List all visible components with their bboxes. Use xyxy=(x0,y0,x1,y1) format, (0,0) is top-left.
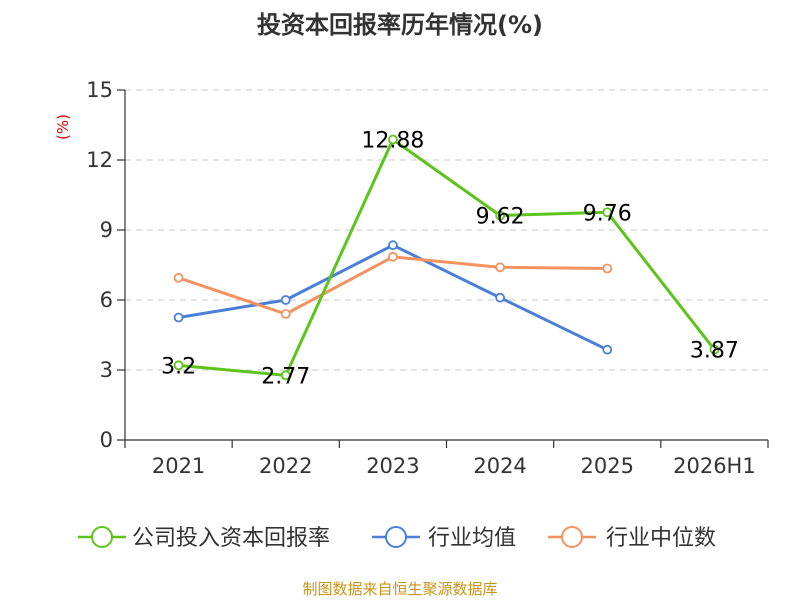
data-point xyxy=(173,312,184,323)
y-tick-label: 6 xyxy=(100,288,113,312)
series-line xyxy=(178,255,608,316)
source-note: 制图数据来自恒生聚源数据库 xyxy=(302,580,497,598)
data-point xyxy=(388,240,398,251)
data-point xyxy=(602,207,613,218)
legend-marker xyxy=(91,526,113,548)
legend-item[interactable]: 公司投入资本回报率 xyxy=(78,526,330,551)
y-tick-label: 3 xyxy=(100,358,113,382)
data-label: 3.2 xyxy=(161,354,196,379)
y-tick-label: 0 xyxy=(100,428,113,452)
x-tick-label: 2025 xyxy=(581,454,634,478)
data-point xyxy=(495,262,505,273)
x-tick-label: 2021 xyxy=(152,454,205,478)
data-label: 9.62 xyxy=(476,205,525,230)
data-labels: 3.2 2.77 12.88 9.62 9.76 3.87 xyxy=(161,128,739,389)
y-tick-label: 15 xyxy=(86,78,113,102)
data-point xyxy=(173,272,184,283)
data-label: 9.76 xyxy=(583,201,632,226)
x-tick-label: 2022 xyxy=(259,454,312,478)
legend-label: 行业均值 xyxy=(428,526,516,551)
legend[interactable]: 公司投入资本回报率 行业均值 行业中位数 xyxy=(78,526,716,551)
data-point xyxy=(602,263,613,274)
series-lines xyxy=(173,134,720,381)
data-point xyxy=(388,134,398,145)
legend-item[interactable]: 行业均值 xyxy=(372,526,516,551)
data-point xyxy=(280,370,291,381)
series-line xyxy=(178,137,716,377)
data-label: 2.77 xyxy=(261,364,310,389)
y-tick-label: 12 xyxy=(86,148,113,172)
data-point xyxy=(495,292,505,303)
axes: 0 3 6 9 12 15 2021 2022 2023 2024 2025 2026H1 xyxy=(86,78,769,478)
data-point xyxy=(602,344,613,355)
y-axis-unit: (%) xyxy=(54,114,72,140)
gridlines xyxy=(125,89,768,371)
data-point xyxy=(495,210,505,221)
data-point xyxy=(709,344,720,355)
legend-item[interactable]: 行业中位数 xyxy=(548,526,716,551)
data-point xyxy=(280,309,291,319)
x-tick-label: 2024 xyxy=(473,454,526,478)
data-label: 3.87 xyxy=(690,339,739,364)
legend-label: 公司投入资本回报率 xyxy=(132,526,330,551)
legend-marker xyxy=(561,526,583,548)
data-point xyxy=(388,251,398,262)
legend-label: 行业中位数 xyxy=(606,526,716,551)
legend-marker xyxy=(385,526,407,548)
x-tick-label: 2023 xyxy=(366,454,419,478)
chart-title: 投资本回报率历年情况(%) xyxy=(257,11,543,39)
data-point xyxy=(280,295,291,305)
data-label: 12.88 xyxy=(361,128,424,153)
data-point xyxy=(173,360,184,371)
x-tick-label: 2026H1 xyxy=(673,454,756,478)
y-tick-label: 9 xyxy=(100,218,113,242)
